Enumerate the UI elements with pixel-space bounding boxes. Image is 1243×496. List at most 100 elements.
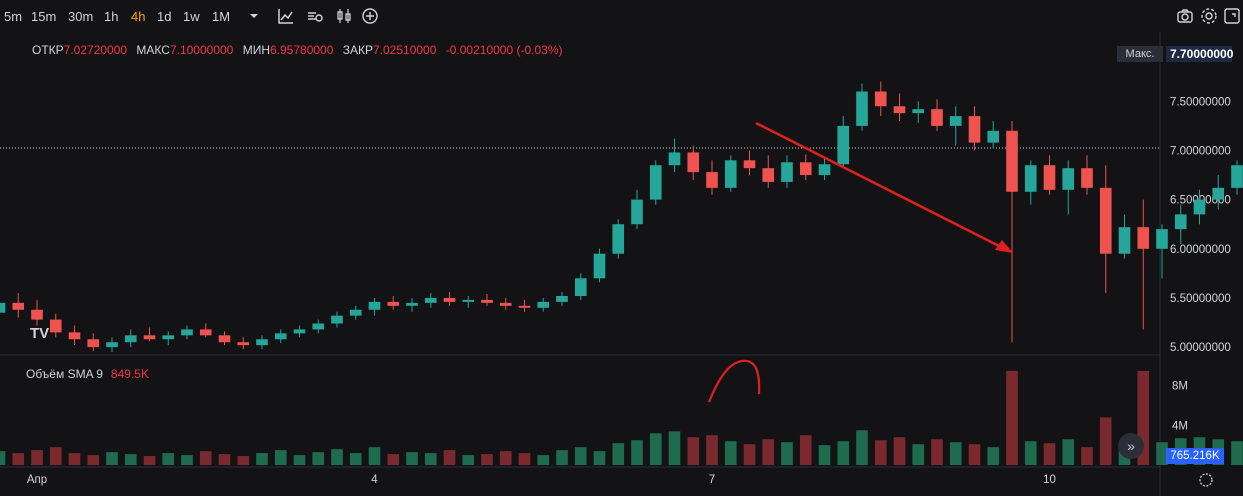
line-chart-icon[interactable] <box>276 6 296 26</box>
candle-body <box>1043 165 1056 190</box>
candle-body <box>856 91 868 126</box>
timeframe-1h[interactable]: 1h <box>104 9 119 24</box>
candle-body <box>1099 187 1112 254</box>
candle-body <box>949 116 962 126</box>
volume-bar <box>237 456 250 465</box>
volume-sma-value: 849.5K <box>110 367 149 381</box>
candle-body <box>893 106 906 114</box>
candle-body <box>499 302 512 306</box>
candle-body <box>106 342 118 348</box>
candle-body <box>331 315 343 324</box>
ohlc-legend: ОТКР7.02720000 МАКС7.10000000 МИН6.95780… <box>32 43 569 57</box>
candle-body <box>968 116 981 143</box>
candle-body <box>931 109 943 126</box>
volume-bar <box>218 454 231 465</box>
volume-bar <box>781 442 793 465</box>
volume-bar <box>368 447 381 465</box>
volume-bar <box>331 449 343 465</box>
timeframe-1M[interactable]: 1M <box>212 9 231 24</box>
candle-body <box>406 302 418 306</box>
candle-body <box>912 109 925 114</box>
open-value: 7.02720000 <box>63 43 128 57</box>
candle-body <box>49 319 62 333</box>
settings-icon[interactable] <box>1199 6 1219 26</box>
volume-bar <box>1099 417 1112 465</box>
volume-bar <box>1006 370 1018 465</box>
timeframe-1d[interactable]: 1d <box>157 9 172 24</box>
timeframe-5m[interactable]: 5m <box>4 9 23 24</box>
candle-body <box>574 278 587 296</box>
candle-body <box>1212 187 1225 200</box>
volume-bar <box>162 453 175 465</box>
candle-body <box>237 342 250 346</box>
timeframe-15m[interactable]: 15m <box>31 9 57 24</box>
timeframe-30m[interactable]: 30m <box>68 9 94 24</box>
indicators-icon[interactable] <box>305 6 325 26</box>
candle-body <box>518 305 531 308</box>
volume-bar <box>574 447 587 465</box>
chevron-down-icon[interactable] <box>244 6 264 26</box>
candle-body <box>649 165 662 200</box>
candle-body <box>143 335 156 340</box>
volume-bar <box>949 442 962 465</box>
volume-badge: 765.216K <box>1166 448 1224 464</box>
volume-bar <box>556 450 568 465</box>
volume-bar <box>387 454 400 465</box>
trend-arrow-line <box>755 121 1006 251</box>
volume-bar <box>349 453 362 465</box>
candle-body <box>668 152 681 166</box>
price-tick-label: 7.50000000 <box>1170 96 1231 108</box>
volume-bar <box>743 444 756 465</box>
volume-bar <box>1231 441 1243 465</box>
max-badge-value: 7.70000000 <box>1166 46 1233 62</box>
candle-body <box>1193 199 1206 215</box>
volume-bar <box>1043 443 1056 465</box>
timeframe-4h[interactable]: 4h <box>131 9 146 24</box>
candle-body <box>612 224 625 254</box>
volume-bar <box>537 455 550 465</box>
volume-bar <box>593 451 606 465</box>
volume-bar <box>312 452 325 465</box>
axis-settings-icon[interactable] <box>1199 473 1213 487</box>
candle-body <box>68 332 81 340</box>
candle-body <box>556 295 568 302</box>
candles-icon[interactable] <box>334 6 354 26</box>
fullscreen-icon[interactable] <box>1222 6 1242 26</box>
volume-bar <box>256 453 268 465</box>
candle-body <box>1062 168 1075 190</box>
scroll-to-latest-button[interactable]: » <box>1118 433 1144 459</box>
candle-body <box>593 253 606 279</box>
volume-legend[interactable]: Объём SMA 9 849.5K <box>26 367 149 381</box>
volume-bar <box>462 455 475 465</box>
candle-body <box>724 160 737 188</box>
volume-bar <box>837 441 850 465</box>
candle-body <box>1156 229 1168 249</box>
volume-bar <box>31 450 43 465</box>
volume-bar <box>631 440 643 465</box>
candle-body <box>256 339 268 346</box>
add-icon[interactable] <box>360 6 380 26</box>
volume-bar <box>1024 441 1037 465</box>
price-tick-label: 6.00000000 <box>1170 244 1231 256</box>
volume-bar <box>274 450 287 465</box>
candle-body <box>1174 214 1187 230</box>
time-tick-label: 7 <box>709 474 715 486</box>
volume-bar <box>1156 442 1168 465</box>
camera-icon[interactable] <box>1175 6 1195 26</box>
candle-body <box>31 309 43 320</box>
timeframe-1w[interactable]: 1w <box>183 9 200 24</box>
volume-bar <box>1062 439 1075 465</box>
volume-bar <box>293 455 306 465</box>
candle-body <box>424 297 437 303</box>
volume-bar <box>499 451 512 465</box>
candle-body <box>481 299 493 303</box>
volume-bar <box>893 437 906 465</box>
candle-body <box>274 333 287 340</box>
high-label: МАКС <box>136 43 170 57</box>
volume-bar <box>49 447 62 465</box>
change-value: -0.00210000 (-0.03%) <box>445 43 563 57</box>
candle-body <box>1006 130 1018 192</box>
candle-body <box>181 329 193 336</box>
volume-bar <box>124 454 137 465</box>
